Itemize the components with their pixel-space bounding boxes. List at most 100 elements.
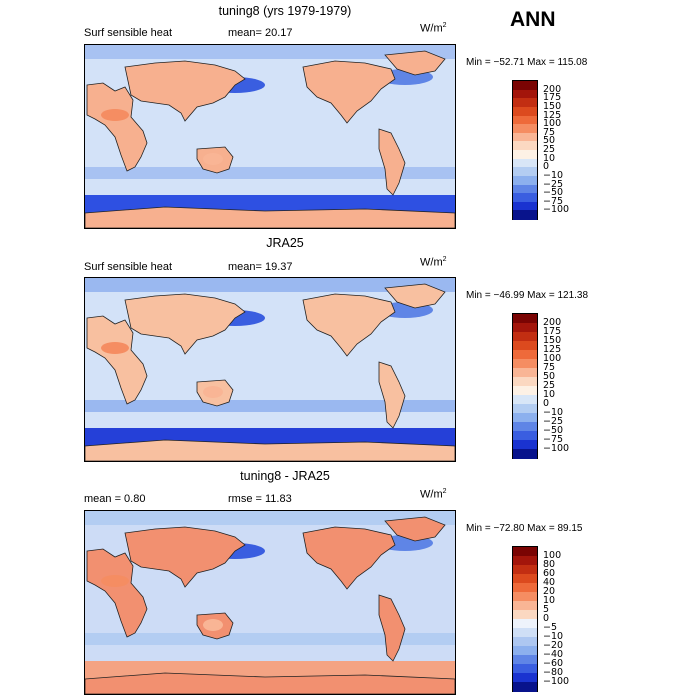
colorbar-swatch (513, 210, 537, 220)
panel-2-title: JRA25 (266, 236, 304, 250)
panel-1-minmax: Min = −52.71 Max = 115.08 (466, 57, 588, 68)
colorbar-tick-label: −40 (543, 649, 564, 660)
colorbar-swatch (513, 646, 537, 656)
colorbar-swatch (513, 449, 537, 459)
colorbar-tick-label: −80 (543, 667, 564, 678)
colorbar-tick-label: −10 (543, 407, 564, 418)
colorbar-tick-label: 75 (543, 126, 556, 138)
continent-outline (124, 293, 246, 355)
colorbar-tick-label: −75 (543, 195, 564, 207)
colorbar-tick-label: −60 (543, 658, 564, 669)
colorbar-swatch (513, 368, 537, 378)
colorbar-swatch (513, 89, 537, 99)
continent-outline (384, 516, 446, 542)
continent-outline (384, 283, 446, 309)
panel-3-rmse-label: rmse = 11.83 (228, 493, 292, 505)
colorbar-tick-label: 100 (543, 118, 562, 130)
panel-2-variable-label: Surf sensible heat (84, 261, 173, 273)
colorbar-swatch (513, 422, 537, 432)
arctic-band (85, 278, 455, 292)
colorbar-tick-label: 5 (543, 604, 550, 615)
continent-outline (86, 82, 148, 172)
continent-outline (85, 439, 455, 461)
colorbar-swatch (513, 98, 537, 108)
colorbar-swatch (513, 201, 537, 211)
colorbar-swatch (513, 601, 537, 611)
arctic-band (85, 45, 455, 59)
colorbar-swatch (513, 413, 537, 423)
colorbar-tick-label: −50 (543, 425, 564, 436)
continent-outline (302, 526, 396, 590)
colorbar-tick-label: 60 (543, 568, 556, 579)
panel-2-minmax: Min = −46.99 Max = 121.38 (466, 290, 589, 301)
colorbar-tick-label: 150 (543, 335, 562, 346)
colorbar-tick-label: −100 (543, 204, 570, 216)
colorbar-swatch (513, 664, 537, 674)
colorbar-swatch (513, 332, 537, 342)
colorbar-swatch (513, 655, 537, 665)
colorbar-tick-label: −25 (543, 416, 564, 427)
colorbar-tick-label: 75 (543, 362, 556, 373)
colorbar-swatch (513, 386, 537, 396)
colorbar-tick-label: 20 (543, 586, 556, 597)
panel-1-title: tuning8 (yrs 1979-1979) (218, 4, 352, 18)
colorbar-tick-label: −20 (543, 640, 564, 651)
colorbar-tick-label: 10 (543, 152, 556, 164)
season-label: ANN (510, 8, 556, 31)
panel-2-units: W/m2 (420, 256, 447, 269)
colorbar-tick-label: −100 (543, 443, 570, 454)
continent-outline (302, 60, 396, 124)
colorbar-tick-label: 100 (543, 550, 562, 561)
panel-3-mean-label: mean = 0.80 (84, 493, 146, 505)
colorbar-tick-label: −100 (543, 676, 570, 687)
panel-1-map (84, 44, 456, 229)
continent-outline (378, 594, 406, 662)
colorbar-swatch (513, 141, 537, 151)
colorbar-swatch (513, 377, 537, 387)
continent-outline (86, 548, 148, 638)
panel-3-units: W/m2 (420, 488, 447, 501)
colorbar-swatch (513, 350, 537, 360)
colorbar-tick-label: 0 (543, 613, 550, 624)
colorbar-swatch (513, 193, 537, 203)
colorbar-swatch (513, 556, 537, 566)
colorbar-swatch (513, 115, 537, 125)
panel-1-mean-label: mean= 20.17 (228, 27, 293, 39)
colorbar-swatch (513, 673, 537, 683)
colorbar-swatch (513, 106, 537, 116)
colorbar-swatch (513, 592, 537, 602)
colorbar-swatch (513, 547, 537, 557)
colorbar-tick-label: 0 (543, 161, 550, 173)
colorbar-tick-label: −10 (543, 631, 564, 642)
colorbar-tick-label: −5 (543, 622, 558, 633)
arctic-band (85, 511, 455, 525)
colorbar-swatch (513, 440, 537, 450)
colorbar-swatch (513, 404, 537, 414)
sahara-hotspot (101, 342, 129, 354)
colorbar-tick-label: 125 (543, 109, 562, 121)
panel-3-colorbar: 100 80 60 40 20 10 5 0 −5 −10 −20 −40 −60 −80 −100 (512, 546, 569, 692)
colorbar-swatch (513, 124, 537, 134)
sahara-hotspot (101, 575, 129, 587)
colorbar-swatch (513, 150, 537, 160)
australia-hotspot (203, 619, 223, 631)
colorbar-swatch (513, 619, 537, 629)
colorbar-swatch (513, 610, 537, 620)
australia-hotspot (203, 153, 223, 165)
colorbar-tick-label: −50 (543, 187, 564, 199)
colorbar-tick-label: 10 (543, 595, 556, 606)
colorbar-tick-label: 25 (543, 144, 556, 155)
colorbar-tick-label: −75 (543, 434, 564, 445)
colorbar-swatch (513, 81, 537, 91)
colorbar-tick-label: 200 (543, 317, 562, 328)
continent-outline (302, 293, 396, 357)
colorbar-tick-label: 40 (543, 577, 556, 588)
sahara-hotspot (101, 109, 129, 121)
colorbar-tick-label: 100 (543, 353, 562, 364)
colorbar-swatch (513, 565, 537, 575)
continent-outline (384, 50, 446, 76)
colorbar-tick-label: 125 (543, 344, 562, 355)
continent-outline (85, 672, 455, 694)
panel-1-variable-label: Surf sensible heat (84, 27, 173, 39)
colorbar-swatch (513, 341, 537, 351)
